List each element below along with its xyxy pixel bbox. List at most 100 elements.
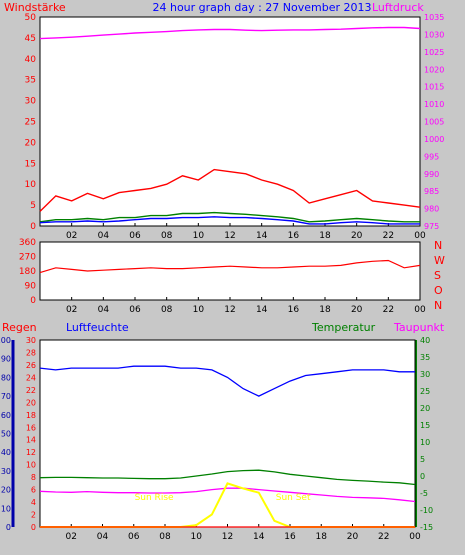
wind-x-tick-label: 12 (224, 231, 235, 241)
temperature-tick-label: 10 (420, 438, 430, 447)
humidity-tick-label: 60 (1, 411, 11, 420)
rain-axis-title: Regen (2, 321, 37, 334)
compass-label: N (434, 299, 442, 312)
temperature-tick-label: -10 (420, 506, 433, 515)
climate-x-tick-label: 18 (316, 532, 328, 542)
temperature-tick-label: 40 (420, 336, 430, 345)
direction-tick-label: 270 (19, 253, 36, 263)
rain-tick-label: 28 (26, 348, 36, 357)
direction-x-tick-label: 02 (66, 305, 77, 315)
pressure-tick-label: 990 (424, 170, 439, 179)
wind-pressure-panel: Windstärke 24 hour graph day : 27 Novemb… (4, 1, 444, 241)
wind-tick-label: 5 (30, 201, 36, 211)
pressure-tick-label: 985 (424, 187, 439, 196)
wind-tick-label: 25 (25, 118, 36, 128)
compass-label: N (434, 239, 442, 252)
wind-x-tick-label: 00 (414, 231, 426, 241)
direction-x-tick-label: 06 (129, 305, 141, 315)
pressure-tick-label: 1010 (424, 100, 444, 109)
temperature-tick-label: 30 (420, 370, 430, 379)
wind-tick-label: 15 (25, 159, 36, 169)
climate-plot-area (39, 339, 416, 528)
pressure-line (39, 26, 421, 40)
temperature-humidity-panel: Regen Luftfeuchte Temperatur Taupunkt 10… (0, 321, 445, 542)
rain-tick-label: 14 (26, 436, 36, 445)
climate-x-tick-label: 16 (284, 532, 296, 542)
compass-label: W (434, 254, 445, 267)
rain-tick-label: 6 (31, 486, 36, 495)
rain-tick-label: 24 (26, 373, 36, 382)
direction-x-tick-label: 04 (98, 305, 110, 315)
compass-label: S (434, 269, 441, 282)
humidity-tick-label: 10 (1, 504, 11, 513)
wind-x-tick-label: 20 (351, 231, 363, 241)
wind-tick-label: 40 (25, 55, 37, 65)
wind-mean-line (39, 211, 420, 223)
pressure-tick-label: 1035 (424, 13, 444, 22)
temperature-tick-label: 25 (420, 387, 430, 396)
rain-tick-label: 2 (31, 511, 36, 520)
temperature-line (39, 469, 416, 486)
direction-x-tick-label: 00 (414, 305, 426, 315)
rain-tick-label: 26 (26, 361, 36, 370)
pressure-tick-label: 995 (424, 152, 439, 161)
wind-average-line (39, 216, 420, 225)
sunrise-label: Sun Rise (135, 493, 174, 503)
pressure-tick-label: 1020 (424, 65, 444, 74)
climate-x-tick-label: 10 (191, 532, 203, 542)
humidity-tick-label: 80 (1, 373, 11, 382)
rain-tick-label: 22 (26, 386, 36, 395)
wind-x-tick-label: 18 (319, 231, 331, 241)
direction-tick-label: 0 (30, 296, 36, 306)
direction-x-tick-label: 12 (224, 305, 235, 315)
wind-x-tick-label: 02 (66, 231, 77, 241)
wind-x-tick-label: 06 (129, 231, 141, 241)
temperature-tick-label: 35 (420, 353, 430, 362)
climate-x-tick-label: 14 (253, 532, 265, 542)
rain-tick-label: 16 (26, 423, 36, 432)
wind-x-tick-label: 04 (98, 231, 110, 241)
direction-tick-label: 180 (19, 267, 36, 277)
pressure-tick-label: 1030 (424, 30, 444, 39)
climate-x-tick-label: 00 (409, 532, 421, 542)
temperature-axis-title: Temperatur (311, 321, 376, 334)
direction-plot-area (39, 241, 421, 301)
humidity-tick-label: 90 (1, 355, 11, 364)
pressure-tick-label: 1015 (424, 83, 444, 92)
humidity-tick-label: 20 (1, 486, 11, 495)
wind-tick-label: 0 (30, 222, 36, 232)
rain-tick-label: 30 (26, 336, 36, 345)
climate-x-tick-label: 20 (347, 532, 359, 542)
direction-x-tick-label: 08 (161, 305, 173, 315)
wind-axis-title: Windstärke (4, 1, 66, 14)
rain-tick-label: 12 (26, 448, 36, 457)
direction-x-tick-label: 20 (351, 305, 363, 315)
direction-x-tick-label: 18 (319, 305, 331, 315)
direction-x-tick-label: 14 (256, 305, 268, 315)
temperature-tick-label: 5 (420, 455, 425, 464)
rain-tick-label: 20 (26, 398, 36, 407)
wind-x-tick-label: 14 (256, 231, 268, 241)
rain-tick-label: 18 (26, 411, 36, 420)
dewpoint-axis-title: Taupunkt (393, 321, 445, 334)
rain-tick-label: 10 (26, 461, 36, 470)
direction-x-tick-label: 16 (288, 305, 300, 315)
wind-tick-label: 20 (25, 138, 37, 148)
climate-x-tick-label: 04 (97, 532, 109, 542)
pressure-tick-label: 1000 (424, 135, 444, 144)
direction-x-tick-label: 10 (193, 305, 205, 315)
pressure-tick-label: 980 (424, 205, 439, 214)
direction-tick-label: 360 (19, 238, 36, 248)
temperature-tick-label: -5 (420, 489, 428, 498)
sunset-label: Sun Set (276, 493, 311, 503)
wind-tick-label: 45 (25, 34, 36, 44)
climate-x-tick-label: 22 (378, 532, 389, 542)
wind-x-tick-label: 08 (161, 231, 173, 241)
humidity-line (39, 365, 415, 397)
wind-x-tick-label: 10 (193, 231, 205, 241)
dewpoint-line (39, 487, 416, 503)
humidity-tick-label: 30 (1, 467, 11, 476)
humidity-tick-label: 70 (1, 392, 11, 401)
